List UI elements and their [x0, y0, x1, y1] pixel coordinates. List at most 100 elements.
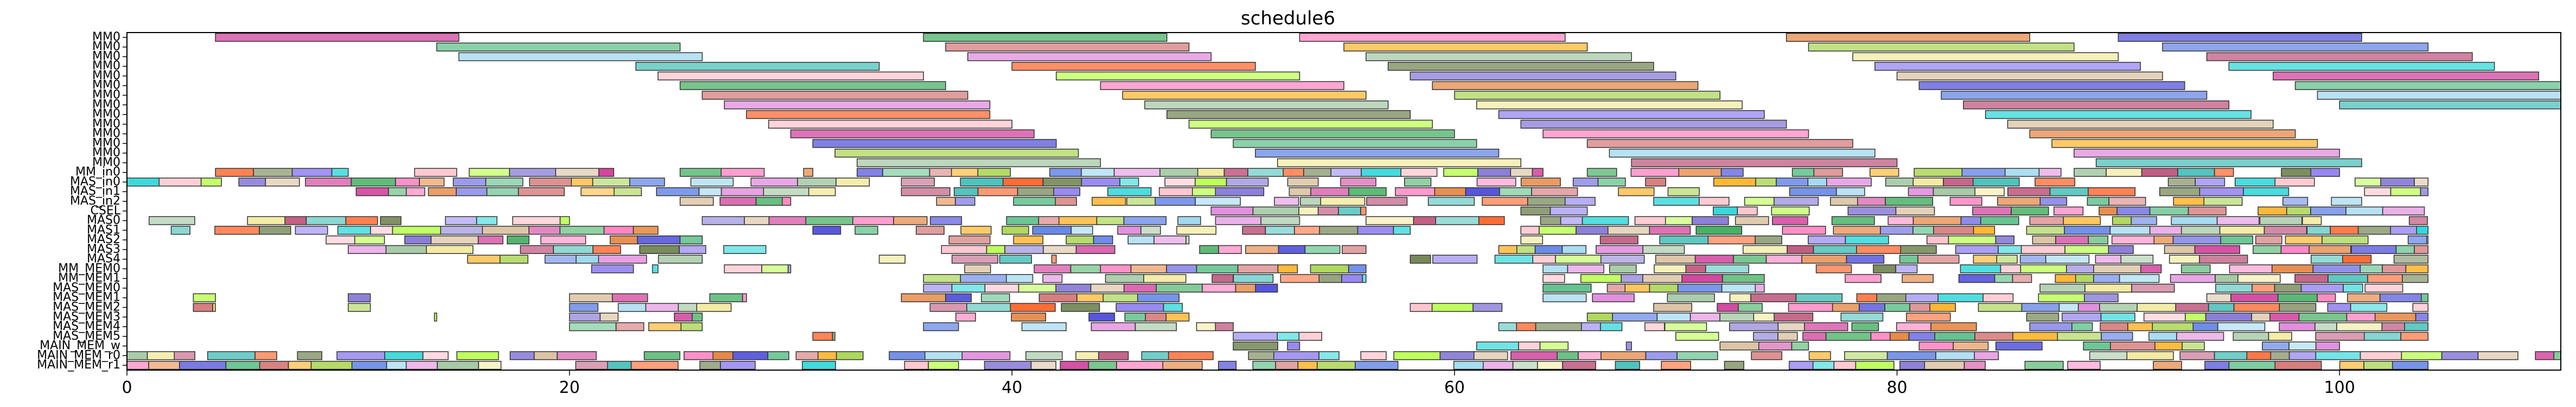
task-bar [1912, 216, 1962, 225]
task-bar [1935, 351, 1975, 360]
task-bar [960, 274, 1007, 283]
task-bar [1081, 168, 1115, 177]
task-bar [384, 351, 424, 360]
task-bar [2007, 119, 2274, 129]
task-bar [557, 351, 597, 360]
task-bar [2415, 313, 2429, 322]
task-bar [2058, 303, 2079, 312]
task-bar [2294, 274, 2329, 283]
task-bar [259, 360, 289, 370]
task-bar [832, 332, 836, 341]
task-bar [1729, 322, 1779, 332]
task-bar [1676, 351, 1718, 360]
task-bar [1995, 341, 2043, 351]
task-bar [1985, 110, 2252, 119]
task-bar [2064, 226, 2111, 235]
task-bar [1233, 332, 1278, 341]
task-bar [656, 187, 700, 196]
task-bar [951, 255, 998, 264]
task-bar [1972, 206, 2012, 215]
task-bar [1689, 313, 1720, 322]
task-bar [2317, 91, 2561, 100]
task-bar [1914, 168, 1963, 177]
task-bar [2071, 322, 2093, 332]
task-bar [336, 351, 385, 360]
task-bar [960, 177, 1004, 187]
task-bar [355, 187, 389, 196]
task-bar [2206, 293, 2231, 302]
task-bar [380, 216, 401, 225]
task-bar [520, 245, 554, 254]
task-bar [1303, 168, 1331, 177]
task-bar [1252, 360, 1276, 370]
task-bar [2298, 313, 2348, 322]
task-bar [1247, 168, 1284, 177]
task-bar [2116, 206, 2151, 215]
task-bar [1994, 274, 2013, 283]
task-bar [598, 255, 647, 264]
task-bar [469, 168, 510, 177]
task-bar [1694, 255, 1734, 264]
task-bar [1340, 177, 1376, 187]
task-bar [2180, 264, 2211, 274]
task-bar [1159, 168, 1198, 177]
task-bar [1833, 360, 1857, 370]
task-bar [426, 245, 474, 254]
task-bar [2229, 264, 2273, 274]
task-bar [2182, 341, 2205, 351]
task-bar [2273, 71, 2539, 81]
task-bar [1625, 341, 1632, 351]
task-bar [170, 226, 190, 235]
task-bar [941, 245, 987, 254]
task-bar [1539, 341, 1569, 351]
task-bar [126, 360, 149, 370]
task-bar [679, 81, 946, 90]
task-bar [1787, 245, 1814, 254]
task-bar [1516, 322, 1536, 332]
task-bar [2280, 245, 2310, 254]
task-bar [1899, 360, 1925, 370]
task-bar [732, 351, 769, 360]
task-bar [1782, 226, 1826, 235]
task-bar [326, 235, 355, 245]
task-bar [1534, 245, 1563, 254]
task-bar [2219, 226, 2265, 235]
task-bar [1654, 264, 1687, 274]
task-bar [1482, 360, 1514, 370]
task-bar [1542, 264, 1568, 274]
task-bar [1443, 168, 1478, 177]
task-bar [1017, 187, 1054, 196]
task-bar [2414, 177, 2429, 187]
task-bar [2167, 177, 2196, 187]
task-bar [674, 313, 693, 322]
task-bar [1948, 235, 1997, 245]
task-bar [1093, 235, 1113, 245]
task-bar [945, 42, 1190, 52]
task-bar [1143, 274, 1187, 283]
task-bar [1059, 216, 1098, 225]
task-bar [146, 351, 175, 360]
task-bar [467, 255, 501, 264]
task-bar [855, 226, 878, 235]
task-bar [214, 226, 260, 235]
task-bar [392, 226, 441, 235]
task-bar [1010, 303, 1056, 312]
y-tick-label: MAS3 [87, 243, 120, 256]
task-bar [1742, 245, 1788, 254]
task-bar [456, 351, 499, 360]
task-bar [337, 226, 371, 235]
task-bar [1300, 196, 1321, 206]
task-bar [1902, 274, 1934, 283]
y-tick-label: MAS0 [87, 214, 120, 227]
task-bar [1906, 313, 1951, 322]
task-bar [2414, 245, 2429, 254]
task-bar [1870, 332, 1891, 341]
task-bar [1310, 264, 1349, 274]
task-bar [690, 177, 734, 187]
task-bar [2251, 313, 2271, 322]
task-bar [923, 274, 961, 283]
task-bar [1717, 303, 1739, 312]
task-bar [1933, 226, 1974, 235]
task-bar [158, 177, 202, 187]
task-bar [1144, 100, 1389, 110]
